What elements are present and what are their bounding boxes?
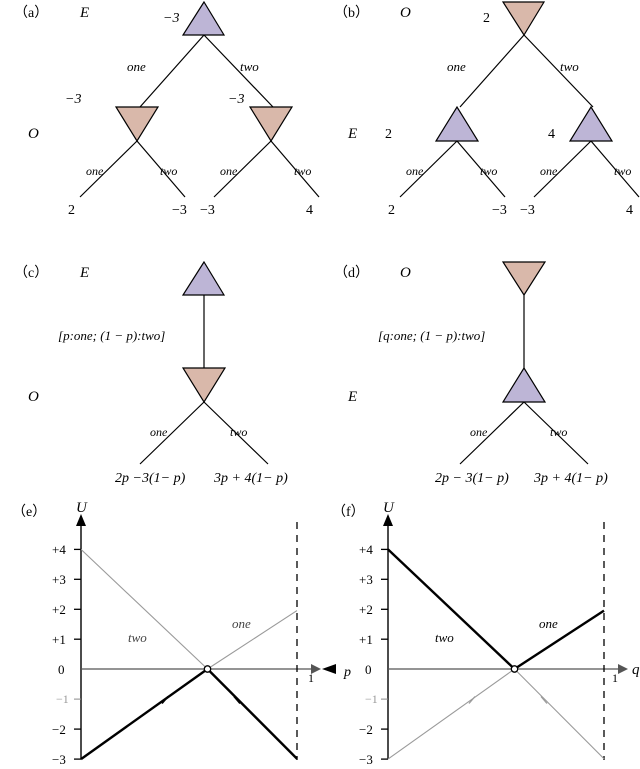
svg-text:U: U — [76, 500, 88, 516]
svg-text:two: two — [230, 425, 247, 439]
svg-text:one: one — [447, 59, 466, 74]
svg-text:+3: +3 — [52, 572, 66, 587]
svg-text:one: one — [150, 425, 168, 439]
svg-text:4: 4 — [306, 203, 313, 218]
svg-text:two: two — [560, 59, 579, 74]
svg-text:+2: +2 — [359, 602, 373, 617]
svg-text:−3: −3 — [65, 92, 81, 107]
svg-text:E: E — [79, 265, 89, 281]
svg-text:one: one — [539, 616, 558, 631]
svg-text:+1: +1 — [52, 632, 66, 647]
svg-text:+1: +1 — [359, 632, 373, 647]
svg-text:one: one — [406, 164, 424, 178]
svg-text:+4: +4 — [52, 542, 66, 557]
svg-text:3p + 4(1− p): 3p + 4(1− p) — [213, 471, 288, 486]
svg-text:two: two — [550, 425, 567, 439]
svg-text:two: two — [480, 164, 497, 178]
svg-text:−3: −3 — [163, 11, 179, 26]
svg-text:two: two — [240, 59, 259, 74]
svg-text:−3: −3 — [200, 203, 215, 218]
svg-text:0: 0 — [365, 662, 372, 677]
svg-text:U: U — [383, 500, 395, 516]
svg-text:（f）: （f） — [332, 504, 365, 520]
svg-text:one: one — [86, 164, 104, 178]
svg-text:2: 2 — [483, 11, 490, 26]
svg-text:O: O — [400, 5, 411, 21]
svg-text:−3: −3 — [52, 752, 66, 767]
svg-text:p: p — [343, 665, 351, 680]
svg-text:−2: −2 — [359, 722, 373, 737]
svg-text:two: two — [294, 164, 311, 178]
svg-text:+3: +3 — [359, 572, 373, 587]
svg-text:2: 2 — [385, 127, 392, 142]
svg-text:one: one — [470, 425, 488, 439]
svg-text:q: q — [632, 662, 640, 678]
svg-text:one: one — [232, 616, 251, 631]
svg-text:one: one — [220, 164, 238, 178]
svg-text:2: 2 — [68, 203, 75, 218]
svg-text:−3: −3 — [172, 203, 187, 218]
svg-text:2p − 3(1− p): 2p − 3(1− p) — [435, 471, 509, 486]
svg-text:one: one — [540, 164, 558, 178]
svg-text:（e）: （e） — [12, 504, 46, 520]
svg-text:−2: −2 — [52, 722, 66, 737]
svg-text:2p −3(1− p): 2p −3(1− p) — [115, 471, 186, 486]
svg-text:two: two — [160, 164, 177, 178]
svg-text:−3: −3 — [520, 203, 535, 218]
svg-text:two: two — [614, 164, 631, 178]
svg-text:E: E — [347, 389, 357, 405]
svg-text:O: O — [400, 265, 411, 281]
svg-text:one: one — [127, 59, 146, 74]
svg-text:1: 1 — [612, 671, 618, 685]
svg-text:4: 4 — [548, 127, 555, 142]
svg-text:1: 1 — [308, 671, 314, 685]
svg-text:−3: −3 — [492, 203, 507, 218]
svg-text:[q:one; (1 − p):two]: [q:one; (1 − p):two] — [378, 328, 485, 343]
svg-text:−1: −1 — [56, 692, 69, 706]
svg-text:（d）: （d） — [334, 265, 369, 281]
svg-text:E: E — [79, 5, 89, 21]
svg-text:2: 2 — [388, 203, 395, 218]
svg-text:O: O — [28, 126, 39, 142]
svg-text:+4: +4 — [359, 542, 373, 557]
svg-text:O: O — [28, 389, 39, 405]
svg-text:−3: −3 — [359, 752, 373, 767]
svg-text:（b）: （b） — [334, 5, 369, 21]
svg-text:two: two — [128, 630, 147, 645]
svg-text:−1: −1 — [365, 692, 378, 706]
svg-text:two: two — [435, 630, 454, 645]
svg-text:0: 0 — [58, 662, 65, 677]
svg-text:4: 4 — [626, 203, 633, 218]
svg-text:[p:one; (1 − p):two]: [p:one; (1 − p):two] — [58, 328, 165, 343]
svg-text:（c）: （c） — [14, 265, 48, 281]
svg-text:E: E — [347, 126, 357, 142]
svg-text:−3: −3 — [228, 92, 244, 107]
svg-text:（a）: （a） — [14, 5, 48, 21]
svg-text:+2: +2 — [52, 602, 66, 617]
svg-text:3p + 4(1− p): 3p + 4(1− p) — [533, 471, 608, 486]
